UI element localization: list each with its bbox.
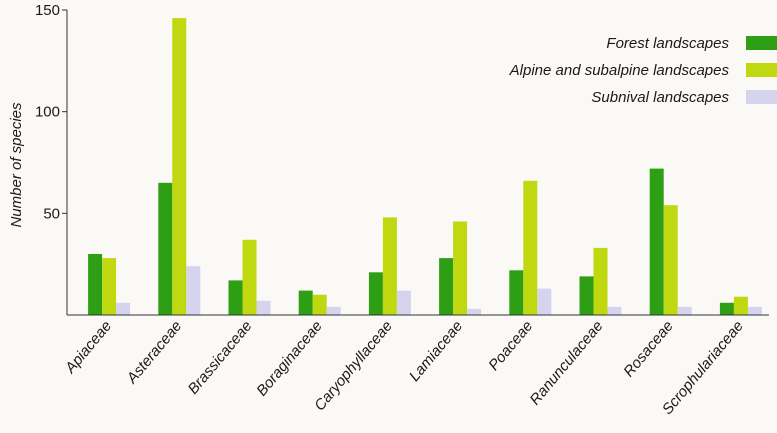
y-tick-label: 100 (35, 104, 60, 121)
legend-swatch-3 (746, 90, 777, 104)
x-tick-label-apiaceae: Apiaceae (61, 318, 115, 378)
bar-rosaceae-series-1 (649, 168, 664, 315)
bar-apiaceae-series-3 (116, 302, 131, 315)
bar-caryophyllaceae-series-1 (368, 272, 383, 315)
legend-swatch-1 (746, 36, 777, 50)
bar-scrophulariaceae-series-2 (733, 296, 748, 315)
legend-label-2: Alpine and subalpine landscapes (509, 62, 730, 79)
x-tick-label-brassicaceae: Brassicaceae (185, 318, 256, 398)
bar-asteraceae-series-2 (172, 18, 187, 315)
bar-apiaceae-series-2 (102, 258, 117, 315)
legend-label-3: Subnival landscapes (591, 89, 729, 106)
bar-poaceae-series-3 (537, 288, 552, 315)
y-tick-label: 150 (35, 2, 60, 19)
x-tick-label-caryophyllaceae: Caryophyllaceae (311, 318, 396, 415)
bar-ranunculaceae-series-1 (579, 276, 594, 315)
x-tick-label-lamiaceae: Lamiaceae (406, 318, 466, 385)
bar-lamiaceae-series-3 (467, 308, 482, 315)
legend-swatch-2 (746, 63, 777, 77)
bar-boraginaceae-series-1 (298, 290, 313, 315)
x-tick-label-boraginaceae: Boraginaceae (253, 318, 326, 400)
bar-brassicaceae-series-1 (228, 280, 243, 315)
bar-rosaceae-series-3 (677, 306, 692, 315)
bar-poaceae-series-2 (523, 180, 538, 315)
bar-boraginaceae-series-3 (326, 306, 341, 315)
bar-ranunculaceae-series-2 (593, 247, 608, 315)
bar-caryophyllaceae-series-2 (382, 217, 397, 315)
bar-scrophulariaceae-series-1 (719, 302, 734, 315)
x-tick-label-poaceae: Poaceae (485, 318, 536, 374)
bar-ranunculaceae-series-3 (607, 306, 622, 315)
bar-lamiaceae-series-1 (439, 258, 454, 315)
axes-layer (66, 10, 769, 316)
bar-brassicaceae-series-3 (256, 300, 271, 315)
bars-layer (88, 18, 762, 315)
bar-asteraceae-series-1 (158, 182, 173, 315)
x-tick-label-rosaceae: Rosaceae (620, 318, 676, 381)
legend-label-1: Forest landscapes (606, 35, 729, 52)
x-tick-label-asteraceae: Asteraceae (123, 318, 185, 388)
y-ticks: 50 100 150 (35, 2, 67, 222)
y-tick-label: 50 (43, 205, 60, 222)
legend: Forest landscapes Alpine and subalpine la… (509, 35, 777, 106)
bar-boraginaceae-series-2 (312, 294, 327, 315)
bar-brassicaceae-series-2 (242, 239, 257, 315)
bar-asteraceae-series-3 (186, 266, 201, 315)
x-ticks: Apiaceae Asteraceae BrassicaceaeBoraginace… (61, 318, 747, 418)
bar-lamiaceae-series-2 (453, 221, 468, 315)
bar-caryophyllaceae-series-3 (396, 290, 411, 315)
bar-apiaceae-series-1 (88, 254, 103, 315)
bar-rosaceae-series-2 (663, 205, 678, 315)
bar-scrophulariaceae-series-3 (747, 306, 762, 315)
y-axis-title: Number of species (8, 102, 25, 228)
bar-poaceae-series-1 (509, 270, 524, 315)
x-tick-label-ranunculaceae: Ranunculaceae (527, 318, 607, 409)
